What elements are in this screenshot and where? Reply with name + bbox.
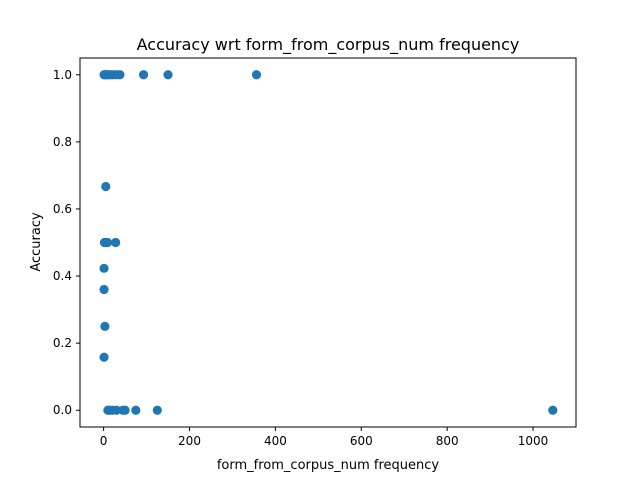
y-axis-label: Accuracy — [29, 212, 44, 272]
y-tick-label-0: 0.0 — [53, 403, 72, 417]
data-point-26 — [120, 405, 130, 415]
data-point-18 — [99, 284, 109, 295]
data-point-9 — [138, 70, 149, 80]
x-tick-label-0: 0 — [100, 434, 108, 448]
data-point-16 — [111, 237, 121, 248]
y-tick-label-2: 0.4 — [53, 269, 72, 283]
data-point-12 — [101, 181, 111, 192]
data-point-19 — [100, 321, 110, 331]
x-tick-label-2: 400 — [264, 434, 287, 448]
data-point-20 — [99, 352, 109, 362]
x-tick-label-4: 800 — [436, 434, 459, 448]
data-point-8 — [115, 70, 125, 80]
x-tick-label-1: 200 — [178, 434, 201, 448]
y-axis-ticks: 0.0 0.2 0.4 0.6 0.8 1.0 — [53, 68, 80, 417]
data-point-11 — [251, 70, 262, 80]
data-point-15 — [102, 237, 113, 248]
y-tick-label-5: 1.0 — [53, 68, 72, 82]
data-point-28 — [152, 405, 162, 415]
data-point-29 — [548, 405, 558, 415]
data-point-10 — [163, 70, 173, 80]
data-points — [99, 70, 558, 415]
y-tick-label-3: 0.6 — [53, 202, 72, 216]
data-point-17 — [99, 263, 109, 273]
y-tick-label-1: 0.2 — [53, 336, 72, 350]
data-point-27 — [131, 405, 141, 415]
plot-area-frame — [79, 57, 577, 428]
x-tick-label-5: 1000 — [518, 434, 549, 448]
data-point-24 — [111, 405, 122, 415]
x-axis-label: form_from_corpus_num frequency — [217, 458, 440, 473]
x-axis-ticks: 0 200 400 600 800 1000 — [100, 427, 549, 448]
y-tick-label-4: 0.8 — [53, 135, 72, 149]
chart-title: Accuracy wrt form_from_corpus_num freque… — [137, 35, 520, 55]
x-tick-label-3: 600 — [350, 434, 373, 448]
